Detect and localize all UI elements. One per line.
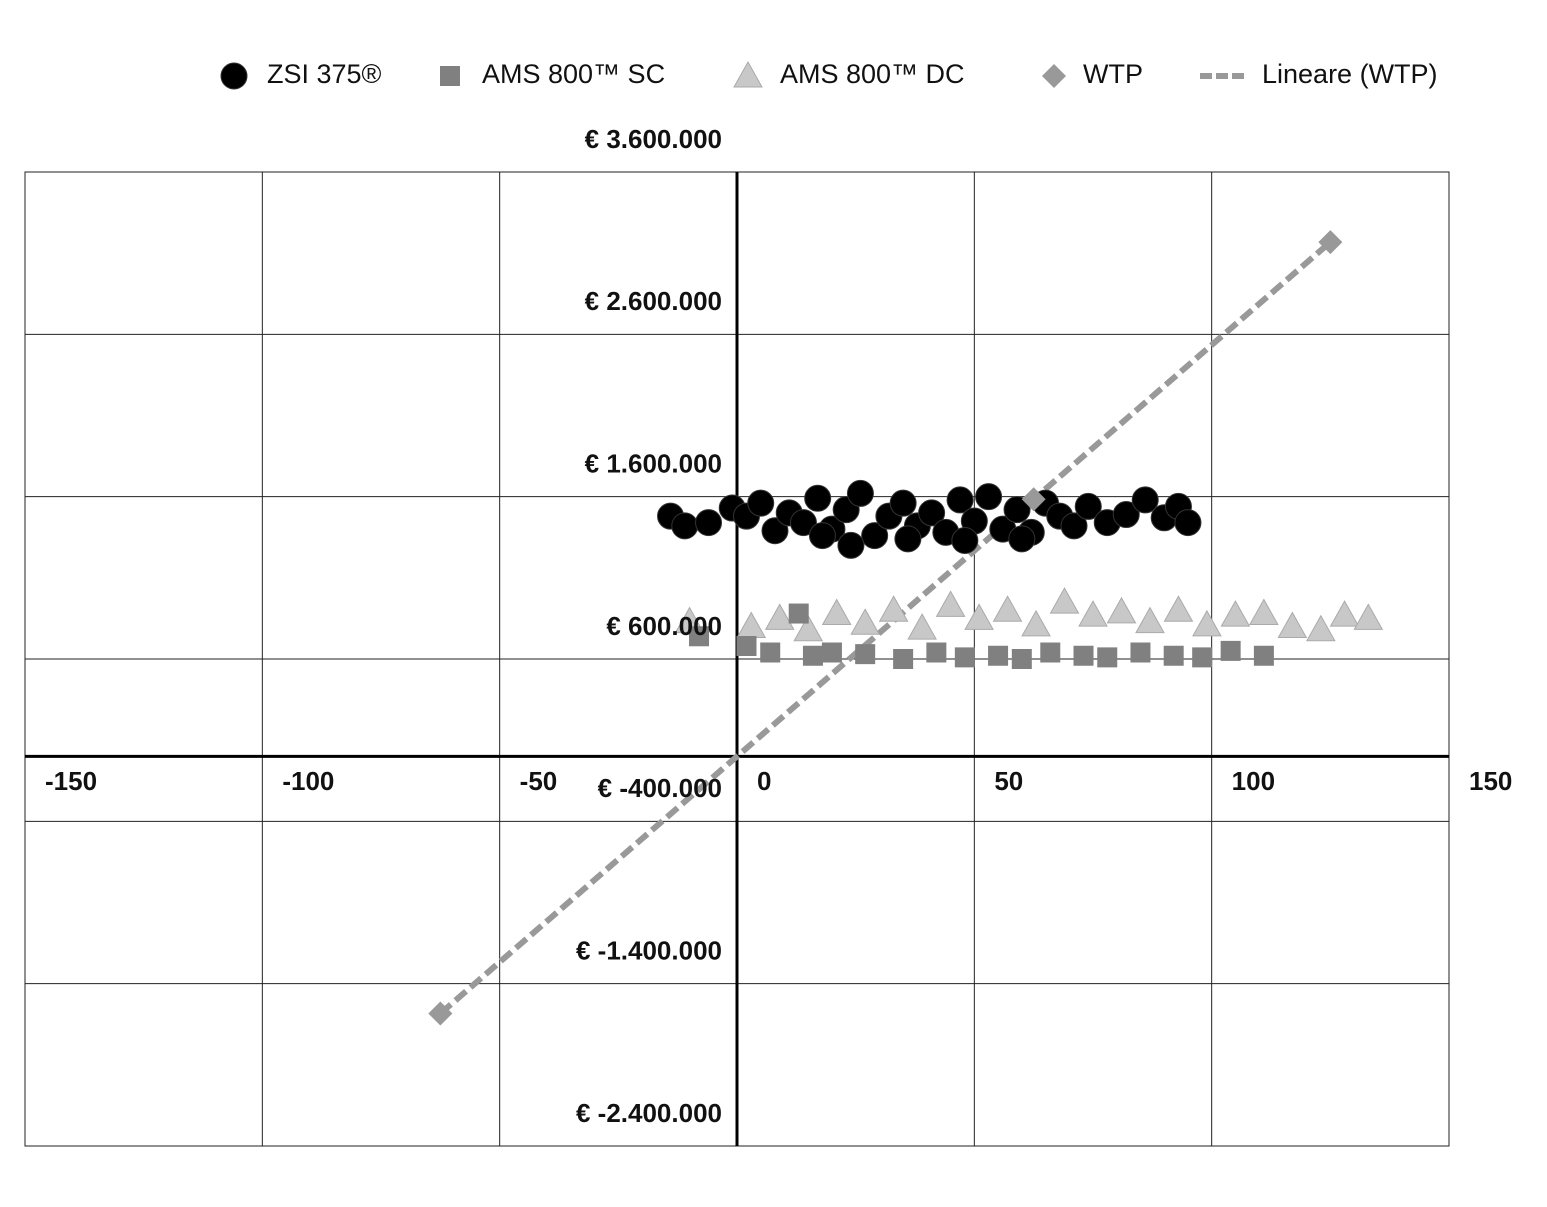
point <box>1220 600 1251 627</box>
point <box>1277 611 1308 639</box>
point <box>1011 649 1032 669</box>
y-tick-label: € -400.000 <box>598 773 722 803</box>
point <box>671 512 699 540</box>
point <box>975 483 1003 511</box>
legend-marker <box>220 62 248 90</box>
point <box>802 645 823 666</box>
point <box>736 636 757 657</box>
point <box>935 590 966 617</box>
point <box>964 603 994 630</box>
legend-marker <box>1042 64 1066 88</box>
point <box>1078 600 1108 627</box>
point <box>1249 598 1279 626</box>
point <box>689 626 710 647</box>
point <box>1008 525 1036 553</box>
point <box>1021 487 1046 512</box>
point <box>1220 640 1241 661</box>
point <box>988 645 1009 666</box>
x-tick-label: -100 <box>282 766 334 796</box>
point <box>946 486 974 514</box>
legend-marker <box>733 60 763 88</box>
point <box>951 526 979 554</box>
point <box>1112 501 1140 529</box>
point <box>954 647 975 668</box>
trend-line <box>438 239 1333 1016</box>
point <box>1106 596 1137 624</box>
x-tick-label: 0 <box>757 766 771 796</box>
x-tick-label: 100 <box>1232 766 1275 796</box>
point <box>761 517 789 545</box>
legend-label: WTP <box>1083 59 1143 89</box>
x-tick-label: 150 <box>1469 766 1512 796</box>
point <box>1253 645 1274 666</box>
point <box>764 603 795 630</box>
point <box>889 489 917 517</box>
point <box>894 525 922 553</box>
point <box>837 531 865 559</box>
point <box>1163 645 1184 666</box>
y-tick-label: € -2.400.000 <box>576 1098 722 1128</box>
legend-label: AMS 800™ DC <box>780 59 965 89</box>
point <box>861 522 889 550</box>
point <box>1353 603 1384 630</box>
point <box>926 642 947 663</box>
point <box>804 484 832 512</box>
point <box>1192 647 1213 668</box>
point <box>1074 492 1102 520</box>
y-tick-label: € 1.600.000 <box>585 449 722 479</box>
point <box>855 644 876 665</box>
point <box>788 603 809 624</box>
point <box>695 509 723 537</box>
point <box>1003 496 1031 524</box>
point <box>1135 606 1165 634</box>
y-tick-label: € 3.600.000 <box>585 124 722 154</box>
y-tick-label: € 600.000 <box>606 611 722 641</box>
point <box>760 642 781 663</box>
point <box>893 649 914 669</box>
point <box>821 598 852 626</box>
point <box>1130 642 1151 663</box>
point <box>736 611 767 639</box>
legend-label: ZSI 375® <box>267 59 382 89</box>
point <box>1073 645 1094 666</box>
point <box>1097 647 1118 668</box>
point <box>747 489 775 517</box>
x-tick-label: -50 <box>520 766 558 796</box>
point <box>1021 609 1051 637</box>
point <box>907 613 937 640</box>
point <box>878 595 909 622</box>
point <box>808 522 836 550</box>
point <box>992 595 1023 622</box>
point <box>918 499 946 527</box>
point <box>1174 509 1202 537</box>
point <box>1163 595 1194 622</box>
point <box>1131 486 1159 514</box>
point <box>1040 642 1061 663</box>
point <box>1192 609 1222 637</box>
point <box>1318 230 1343 255</box>
y-tick-label: € -1.400.000 <box>576 936 722 966</box>
y-tick-label: € 2.600.000 <box>585 286 722 316</box>
point <box>850 608 881 635</box>
point <box>821 642 842 663</box>
point <box>1049 587 1080 614</box>
point <box>1305 614 1336 642</box>
legend-label: Lineare (WTP) <box>1262 59 1438 89</box>
point <box>846 479 874 507</box>
legend-marker <box>440 66 460 86</box>
point <box>1060 512 1088 540</box>
legend-label: AMS 800™ SC <box>482 59 665 89</box>
point <box>789 509 817 537</box>
point <box>428 1001 453 1026</box>
point <box>793 614 824 642</box>
x-tick-label: 50 <box>994 766 1023 796</box>
point <box>1329 600 1360 627</box>
x-tick-label: -150 <box>45 766 97 796</box>
